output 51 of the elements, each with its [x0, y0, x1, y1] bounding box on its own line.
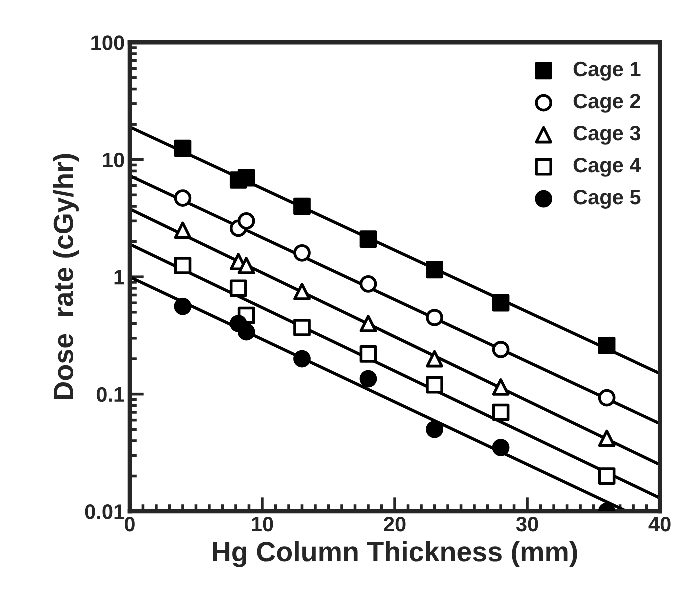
y-tick-label: 10 — [103, 152, 124, 168]
point — [492, 341, 510, 358]
legend-label: Cage 4 — [574, 158, 642, 177]
legend-label: Cage 5 — [574, 190, 641, 209]
point — [426, 350, 444, 368]
x-tick-label: 40 — [648, 516, 671, 532]
point — [360, 370, 378, 388]
point — [174, 190, 192, 207]
point — [238, 212, 256, 230]
point — [426, 309, 444, 326]
y-tick-label: 0.1 — [96, 387, 125, 402]
point — [174, 140, 192, 158]
point — [492, 439, 510, 456]
point — [492, 294, 510, 312]
point — [360, 346, 378, 363]
legend-label: Cage 3 — [574, 126, 641, 145]
point — [294, 319, 311, 336]
point — [426, 376, 444, 394]
point — [294, 244, 311, 262]
y-axis-title: Dose rate (cGy/hr) — [53, 154, 79, 400]
point — [238, 323, 256, 341]
point — [238, 169, 256, 187]
y-tick-label: 0.01 — [85, 504, 125, 520]
x-tick-label: 0 — [124, 516, 135, 532]
point — [598, 337, 616, 354]
point — [598, 430, 616, 448]
point — [598, 468, 616, 485]
legend-label: Cage 1 — [574, 62, 641, 81]
point — [360, 230, 378, 248]
point — [360, 276, 378, 293]
point — [230, 280, 248, 298]
point — [426, 420, 444, 438]
point — [238, 257, 256, 274]
point — [294, 198, 311, 216]
x-tick-label: 20 — [384, 516, 406, 532]
y-tick-label: 1 — [114, 270, 125, 285]
point — [294, 350, 311, 368]
point — [360, 315, 378, 332]
x-axis-title: Hg Column Thickness (mm) — [213, 541, 578, 568]
y-tick-label: 100 — [92, 36, 124, 50]
point — [174, 298, 192, 316]
point — [174, 222, 192, 240]
point — [294, 283, 311, 300]
point — [426, 261, 444, 279]
legend-label: Cage 2 — [574, 94, 640, 113]
point — [492, 378, 510, 396]
x-tick-label: 10 — [252, 516, 274, 532]
point — [598, 389, 616, 407]
point — [492, 404, 510, 422]
point — [174, 257, 192, 274]
x-tick-label: 30 — [516, 516, 538, 532]
